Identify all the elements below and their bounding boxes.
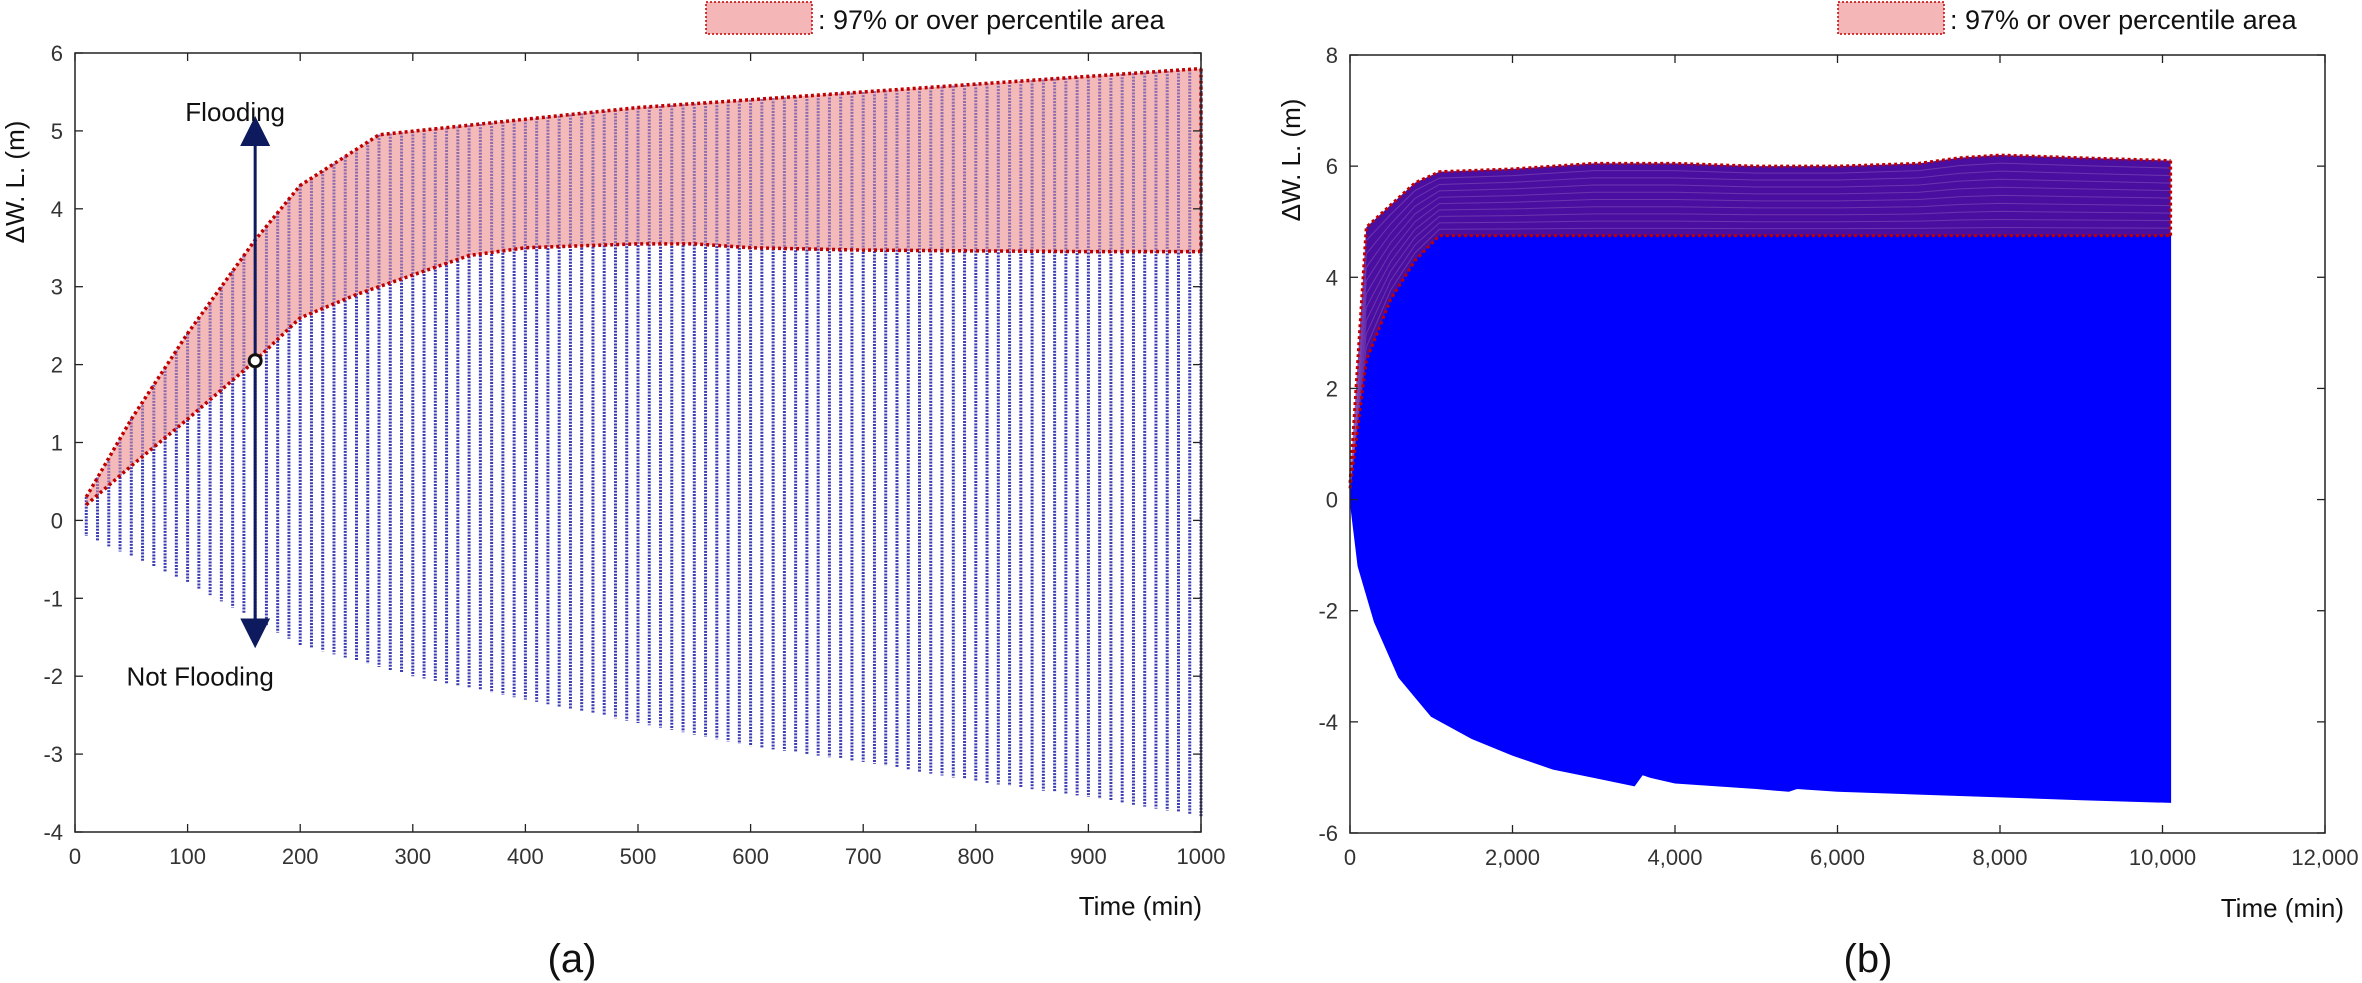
percentile-area-fill-b: [1350, 155, 2171, 489]
threshold-marker: [247, 353, 263, 369]
percentile-streak-b: [1349, 210, 2171, 487]
y-tick-label-a: 5: [51, 119, 63, 144]
x-tick-label-a: 700: [845, 844, 882, 869]
x-tick-label-a: 600: [732, 844, 769, 869]
y-tick-label-a: 6: [51, 41, 63, 66]
x-tick-label-a: 1000: [1177, 844, 1226, 869]
y-tick-label-b: -6: [1318, 821, 1338, 846]
x-tick-label-b: 2,000: [1485, 845, 1540, 870]
y-tick-label-b: 2: [1326, 376, 1338, 401]
percentile-streak-b: [1349, 162, 2171, 484]
y-tick-label-b: -2: [1318, 599, 1338, 624]
plot-area-a: Flooding Not Flooding 0 100 200 300 400 500 600 7…: [43, 41, 1225, 869]
percentile-lower-edge-b: [1348, 234, 2171, 489]
y-tick-label-b: 4: [1326, 265, 1338, 290]
percentile-area-fill-a: [86, 68, 1201, 505]
y-tick-label-a: -3: [43, 742, 63, 767]
x-tick-label-a: 0: [69, 844, 81, 869]
x-tick-label-a: 100: [169, 844, 206, 869]
legend-swatch-b: [1837, 1, 1945, 35]
not-flooding-annotation: Not Flooding: [126, 661, 273, 691]
panel-b: : 97% or over percentile area 0 2,000 4,00…: [1276, 1, 2359, 981]
legend-text-b: : 97% or over percentile area: [1950, 5, 2298, 35]
panel-label-a: (a): [548, 937, 597, 981]
y-tick-label-a: 0: [51, 508, 63, 533]
x-tick-label-a: 200: [282, 844, 319, 869]
x-tick-label-a: 300: [394, 844, 431, 869]
x-axis-label-b: Time (min): [2221, 893, 2344, 923]
y-tick-label-b: 0: [1326, 488, 1338, 513]
y-tick-label-b: -4: [1318, 710, 1338, 735]
x-tick-label-b: 8,000: [1972, 845, 2027, 870]
percentile-upper-edge-b: [1348, 153, 2171, 483]
legend-swatch-a: [705, 1, 813, 35]
percentile-streak-b: [1349, 186, 2171, 486]
legend-text-a: : 97% or over percentile area: [818, 5, 1166, 35]
x-tick-label-b: 4,000: [1647, 845, 1702, 870]
y-tick-label-a: 3: [51, 275, 63, 300]
x-tick-label-b: 10,000: [2129, 845, 2196, 870]
y-tick-label-a: -4: [43, 820, 63, 845]
y-tick-label-a: 1: [51, 431, 63, 456]
x-tick-label-a: 400: [507, 844, 544, 869]
percentile-streak-b: [1349, 170, 2171, 485]
x-tick-label-a: 900: [1070, 844, 1107, 869]
percentile-area-overlay-a: [86, 68, 1201, 505]
y-tick-label-a: -1: [43, 586, 63, 611]
legend-b: : 97% or over percentile area: [1837, 1, 2298, 35]
panel-label-b: (b): [1844, 937, 1893, 981]
x-tick-label-b: 12,000: [2291, 845, 2358, 870]
x-axis-label-a: Time (min): [1079, 891, 1202, 921]
percentile-streak-b: [1349, 218, 2171, 488]
x-tick-label-a: 800: [957, 844, 994, 869]
y-axis-label-a: ΔW. L. (m): [0, 121, 30, 244]
y-tick-label-a: -2: [43, 664, 63, 689]
y-tick-label-a: 4: [51, 197, 63, 222]
x-tick-label-b: 6,000: [1810, 845, 1865, 870]
x-tick-label-b: 0: [1344, 845, 1356, 870]
flooding-annotation: Flooding: [185, 97, 285, 127]
legend-a: : 97% or over percentile area: [705, 1, 1166, 35]
percentile-streak-b: [1349, 178, 2171, 485]
percentile-upper-edge-a: [84, 66, 1202, 498]
plot-area-b: 0 2,000 4,000 6,000 8,000 10,000 12,000 -6 -4 -2 0…: [1318, 43, 2358, 870]
y-tick-label-a: 2: [51, 353, 63, 378]
percentile-lower-edge-a: [85, 242, 1201, 507]
x-tick-label-a: 500: [620, 844, 657, 869]
percentile-streak-b: [1349, 194, 2171, 486]
percentile-streak-b: [1349, 227, 2171, 488]
y-axis-label-b: ΔW. L. (m): [1276, 99, 1306, 222]
simulation-envelope-b: [1349, 235, 2172, 803]
percentile-streak-b: [1349, 202, 2171, 487]
panel-a: : 97% or over percentile area Flooding No…: [0, 1, 1225, 981]
y-tick-label-b: 6: [1326, 154, 1338, 179]
y-tick-label-b: 8: [1326, 43, 1338, 68]
